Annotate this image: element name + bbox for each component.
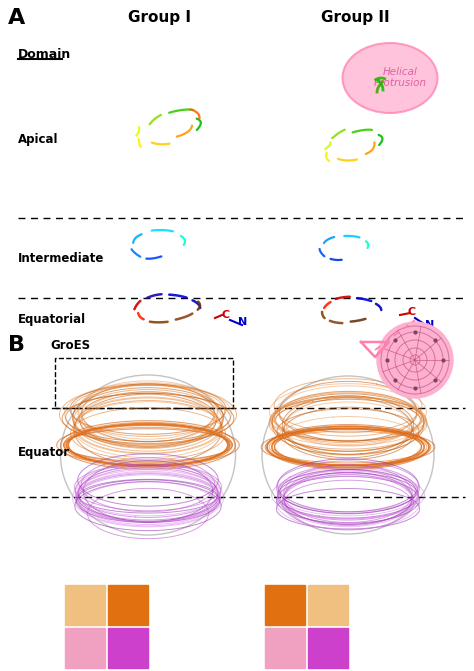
Text: B: B [8, 335, 25, 355]
Text: Helical: Helical [383, 67, 418, 77]
Circle shape [377, 322, 453, 398]
Text: Apical: Apical [18, 134, 58, 146]
Bar [108, 585, 148, 625]
Text: C: C [222, 310, 230, 320]
Text: Domain: Domain [18, 48, 71, 61]
Text: C: C [408, 307, 416, 317]
Bar [65, 628, 105, 668]
Bar [265, 628, 305, 668]
Text: A: A [8, 8, 25, 28]
Bar [265, 585, 305, 625]
Bar [108, 628, 148, 668]
Text: N: N [425, 320, 434, 330]
Bar [308, 628, 348, 668]
Text: N: N [238, 317, 247, 327]
Text: Group II: Group II [321, 10, 389, 25]
Text: Intermediate: Intermediate [18, 252, 104, 264]
Text: Equatorial: Equatorial [18, 313, 86, 325]
Bar [308, 585, 348, 625]
Text: GroES: GroES [50, 339, 90, 352]
Text: Protrusion: Protrusion [374, 78, 427, 88]
Ellipse shape [343, 43, 438, 113]
Text: Equator: Equator [18, 446, 70, 459]
Bar [65, 585, 105, 625]
Text: Group I: Group I [128, 10, 191, 25]
